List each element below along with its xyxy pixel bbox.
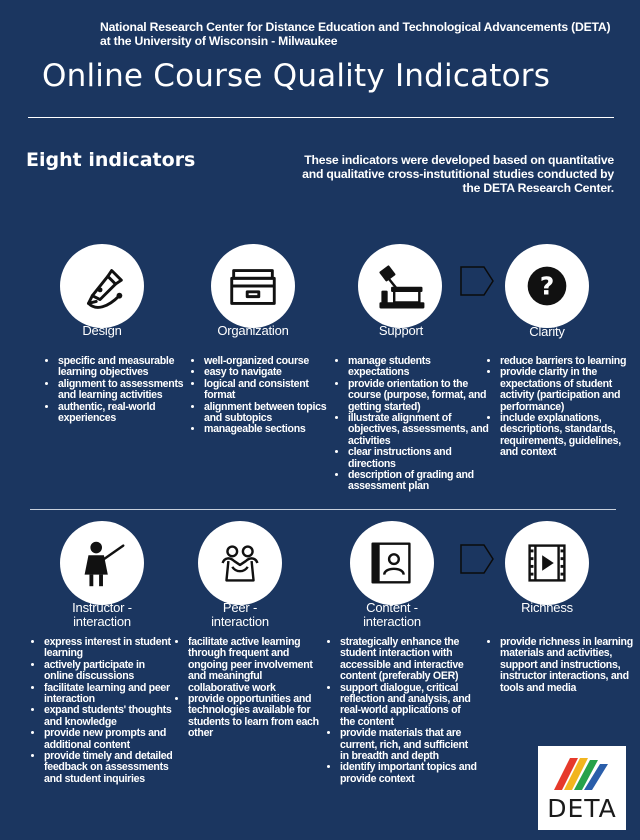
label-line: interaction [73,614,131,629]
question-icon: ? [505,244,589,328]
label-line: Content - [366,600,418,615]
list-item: authentic, real-world experiences [58,401,184,425]
content-interaction-bullets: strategically enhance the student intera… [326,636,478,785]
list-item: description of grading and assessment pl… [348,469,490,493]
title-divider [28,117,614,118]
list-item: provide timely and detailed feedback on … [44,750,174,785]
list-item: alignment between topics and subtopics [204,401,334,425]
list-item: easy to navigate [204,366,334,378]
list-item: alignment to assessments and learning ac… [58,378,184,402]
peer-interaction-bullets: facilitate active learning through frequ… [174,636,320,740]
list-item: well-organized course [204,355,334,367]
list-item: provide richness in learning materials a… [500,636,634,694]
list-item: facilitate active learning through frequ… [188,636,320,694]
list-item: manage students expectations [348,355,490,379]
richness-bullets: provide richness in learning materials a… [486,636,634,694]
clarity-bullets: reduce barriers to learning provide clar… [486,355,634,459]
arrow-icon [460,266,494,296]
folder-icon [211,244,295,328]
peers-icon [198,521,282,605]
indicator-label-peer-interaction: Peer - interaction [178,601,302,629]
indicator-label-organization: Organization [217,323,289,338]
label-line: Instructor - [72,600,132,615]
list-item: actively participate in online discussio… [44,659,174,683]
list-item: manageable sections [204,424,334,436]
section-divider [30,509,616,510]
label-line: interaction [211,614,269,629]
indicator-label-richness: Richness [521,600,573,615]
list-item: provide clarity in the expectations of s… [500,367,634,413]
list-item: provide materials that are current, rich… [340,728,478,762]
support-bullets: manage students expectations provide ori… [334,355,490,493]
list-item: provide opportunities and technologies a… [188,693,320,740]
list-item: provide new prompts and additional conte… [44,728,174,751]
label-line: Peer - [222,600,258,615]
section-heading: Eight indicators [26,149,196,171]
list-item: expand students' thoughts and knowledge [44,705,174,728]
deta-logo-mark [554,758,608,790]
list-item: identify important topics and provide co… [340,762,478,785]
logo-text: DETA [547,794,617,823]
indicator-label-design: Design [82,323,122,338]
arrow-icon [460,544,494,574]
pen-icon [60,244,144,328]
list-item: specific and measurable learning objecti… [58,355,184,379]
list-item: include explanations, descriptions, stan… [500,412,634,459]
list-item: reduce barriers to learning [500,355,634,367]
list-item: express interest in student learning [44,636,174,660]
list-item: logical and consistent format [204,378,334,402]
organization-line-1: National Research Center for Distance Ed… [100,20,611,34]
list-item: provide orientation to the course (purpo… [348,378,490,413]
label-line: interaction [363,614,421,629]
deta-logo: DETA [538,746,626,830]
list-item: clear instructions and directions [348,447,490,470]
teacher-icon [60,521,144,605]
desk-lamp-icon [358,244,442,328]
list-item: illustrate alignment of objectives, asse… [348,412,490,447]
indicator-label-support: Support [378,323,424,338]
list-item: support dialogue, critical reflection an… [340,682,478,729]
video-film-icon [505,521,589,605]
intro-text: These indicators were developed based on… [302,153,614,195]
svg-text:?: ? [540,272,555,301]
indicator-label-content-interaction: Content - interaction [330,601,454,629]
page-title: Online Course Quality Indicators [42,58,551,94]
indicator-label-clarity: Clarity [529,324,565,339]
design-bullets: specific and measurable learning objecti… [44,355,184,425]
contact-book-icon [350,521,434,605]
list-item: strategically enhance the student intera… [340,636,478,683]
organization-bullets: well-organized course easy to navigate l… [190,355,334,436]
organization-line-2: at the University of Wisconsin - Milwauk… [100,34,338,48]
instructor-interaction-bullets: express interest in student learning act… [30,636,174,785]
list-item: facilitate learning and peer interaction [44,682,174,706]
organization-name: National Research Center for Distance Ed… [100,20,620,48]
indicator-label-instructor-interaction: Instructor - interaction [40,601,164,629]
